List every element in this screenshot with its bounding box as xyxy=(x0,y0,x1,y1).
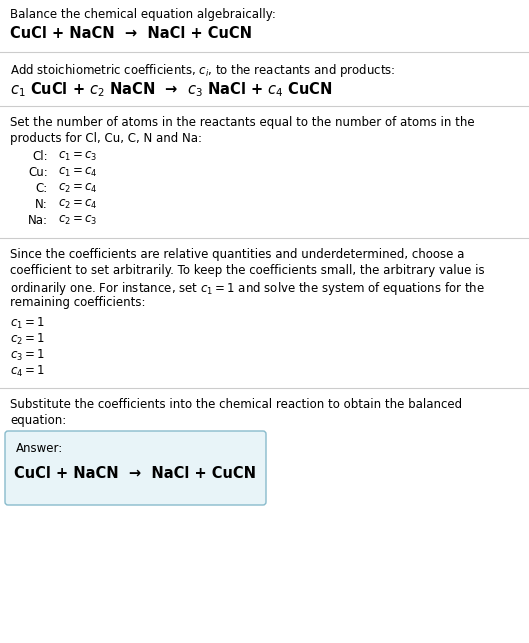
Text: Set the number of atoms in the reactants equal to the number of atoms in the: Set the number of atoms in the reactants… xyxy=(10,116,475,129)
Text: $c_1 = c_4$: $c_1 = c_4$ xyxy=(58,166,98,179)
Text: Answer:: Answer: xyxy=(16,442,63,455)
Text: $c_1 = 1$: $c_1 = 1$ xyxy=(10,316,45,331)
Text: Since the coefficients are relative quantities and underdetermined, choose a: Since the coefficients are relative quan… xyxy=(10,248,464,261)
Text: $c_3 = 1$: $c_3 = 1$ xyxy=(10,348,45,363)
Text: $c_2 = c_4$: $c_2 = c_4$ xyxy=(58,198,98,211)
Text: equation:: equation: xyxy=(10,414,66,427)
Text: $c_1$ CuCl + $c_2$ NaCN  →  $c_3$ NaCl + $c_4$ CuCN: $c_1$ CuCl + $c_2$ NaCN → $c_3$ NaCl + $… xyxy=(10,80,333,98)
Text: Balance the chemical equation algebraically:: Balance the chemical equation algebraica… xyxy=(10,8,276,21)
Text: N:: N: xyxy=(35,198,48,211)
Text: $c_2 = c_4$: $c_2 = c_4$ xyxy=(58,182,98,195)
FancyBboxPatch shape xyxy=(5,431,266,505)
Text: ordinarily one. For instance, set $c_1 = 1$ and solve the system of equations fo: ordinarily one. For instance, set $c_1 =… xyxy=(10,280,485,297)
Text: remaining coefficients:: remaining coefficients: xyxy=(10,296,145,309)
Text: coefficient to set arbitrarily. To keep the coefficients small, the arbitrary va: coefficient to set arbitrarily. To keep … xyxy=(10,264,485,277)
Text: $c_1 = c_3$: $c_1 = c_3$ xyxy=(58,150,97,163)
Text: CuCl + NaCN  →  NaCl + CuCN: CuCl + NaCN → NaCl + CuCN xyxy=(10,26,252,41)
Text: Cu:: Cu: xyxy=(28,166,48,179)
Text: Add stoichiometric coefficients, $c_i$, to the reactants and products:: Add stoichiometric coefficients, $c_i$, … xyxy=(10,62,395,79)
Text: $c_4 = 1$: $c_4 = 1$ xyxy=(10,364,45,379)
Text: $c_2 = 1$: $c_2 = 1$ xyxy=(10,332,45,347)
Text: CuCl + NaCN  →  NaCl + CuCN: CuCl + NaCN → NaCl + CuCN xyxy=(14,466,257,481)
Text: $c_2 = c_3$: $c_2 = c_3$ xyxy=(58,214,97,227)
Text: Cl:: Cl: xyxy=(32,150,48,163)
Text: Substitute the coefficients into the chemical reaction to obtain the balanced: Substitute the coefficients into the che… xyxy=(10,398,462,411)
Text: C:: C: xyxy=(36,182,48,195)
Text: products for Cl, Cu, C, N and Na:: products for Cl, Cu, C, N and Na: xyxy=(10,132,202,145)
Text: Na:: Na: xyxy=(28,214,48,227)
